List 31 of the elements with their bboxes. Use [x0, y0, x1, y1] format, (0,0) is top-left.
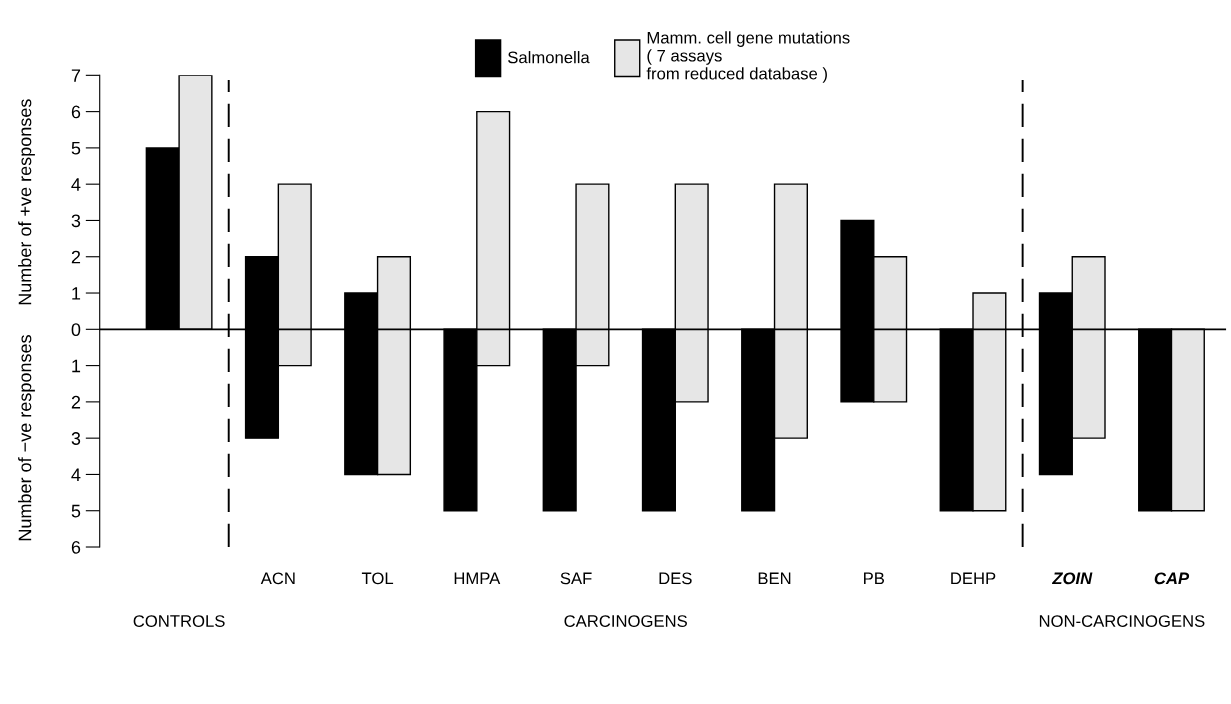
x-tick-label: ZOIN — [1051, 572, 1093, 585]
y-tick-label: 0 — [71, 323, 81, 337]
legend-label: Mamm. cell gene mutations ( 7 assays from reduced database ) — [646, 31, 850, 83]
x-tick-label: PB — [864, 572, 885, 585]
y-tick-label: 2 — [71, 250, 81, 264]
x-tick-label: TOL — [361, 572, 394, 585]
x-tick-label: DEHP — [951, 572, 996, 585]
x-tick-label: ACN — [260, 572, 295, 585]
y-tick-label: 7 — [71, 69, 81, 82]
y-tick-label: 4 — [71, 178, 81, 191]
x-tick-label: SAF — [560, 572, 592, 585]
y-tick-label: 4 — [71, 468, 81, 481]
y-tick-label: 5 — [71, 504, 81, 518]
y-tick-label: 6 — [71, 105, 81, 119]
x-tick-label: BEN — [758, 572, 791, 585]
y-tick-label: 2 — [71, 395, 81, 409]
y-tick-label: 3 — [71, 432, 81, 445]
text: CARCINOGENS — [564, 615, 687, 627]
x-tick-label: DES — [659, 572, 692, 585]
y-tick-label: 5 — [71, 142, 81, 155]
text: Number of −ve responses — [18, 335, 35, 541]
y-tick-label: 1 — [72, 287, 81, 300]
y-tick-label: 3 — [71, 214, 81, 228]
text: CONTROLS — [133, 615, 225, 627]
x-tick-label: CAP — [1154, 572, 1190, 585]
y-tick-label: 6 — [71, 540, 81, 554]
y-tick-label: 1 — [72, 359, 81, 373]
x-tick-label: HMPA — [454, 572, 501, 585]
text: NON-CARCINOGENS — [1039, 615, 1205, 627]
y-axis-title: Number of +ve responses — [18, 99, 35, 305]
legend-label: Salmonella — [508, 51, 590, 64]
